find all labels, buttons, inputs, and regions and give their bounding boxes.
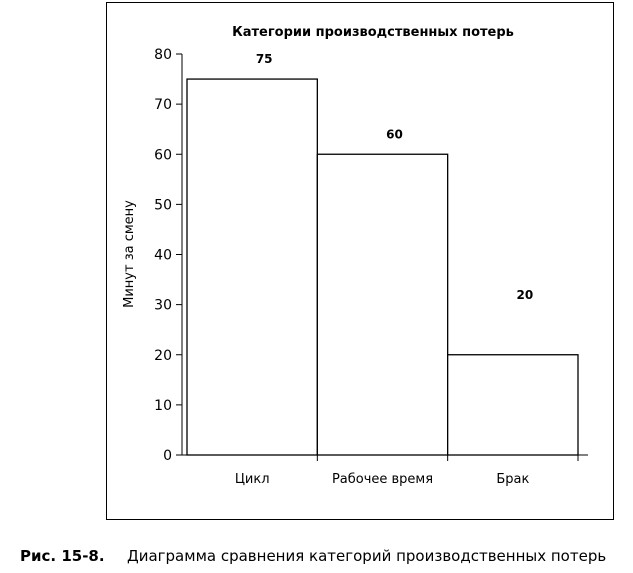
figure-number: Рис. 15-8. [20, 547, 105, 565]
x-tick-label: Цикл [235, 472, 270, 487]
y-axis-label: Минут за смену [122, 200, 137, 308]
y-tick-label: 80 [154, 47, 172, 63]
data-label: 20 [516, 288, 533, 302]
figure-caption: Рис. 15-8. Диаграмма сравнения категорий … [20, 547, 606, 565]
y-tick-label: 70 [154, 97, 172, 113]
data-label: 75 [256, 52, 273, 66]
y-tick-label: 30 [154, 298, 172, 314]
y-tick-label: 50 [154, 197, 172, 213]
axes: 0 10 20 30 40 50 60 70 80 Цикл Рабочее время Брак [154, 47, 588, 487]
y-tick-label: 40 [154, 248, 172, 264]
data-label: 60 [386, 127, 403, 141]
chart-title: Категории производственных потерь [232, 25, 514, 40]
bar-chart: Категории производственных потерь Минут … [122, 25, 588, 487]
bars [186, 78, 579, 456]
y-tick-label: 20 [154, 348, 172, 364]
x-tick-label: Брак [496, 472, 529, 487]
bar [186, 78, 318, 456]
y-tick-label: 60 [154, 147, 172, 163]
bar [316, 153, 449, 456]
figure-caption-text: Диаграмма сравнения категорий производст… [127, 547, 607, 565]
chart-frame [106, 2, 614, 520]
x-tick-label: Рабочее время [332, 472, 433, 487]
bar [447, 354, 579, 456]
y-tick-label: 10 [154, 398, 172, 414]
data-labels: 75 60 20 [256, 52, 533, 302]
y-tick-label: 0 [163, 448, 172, 464]
